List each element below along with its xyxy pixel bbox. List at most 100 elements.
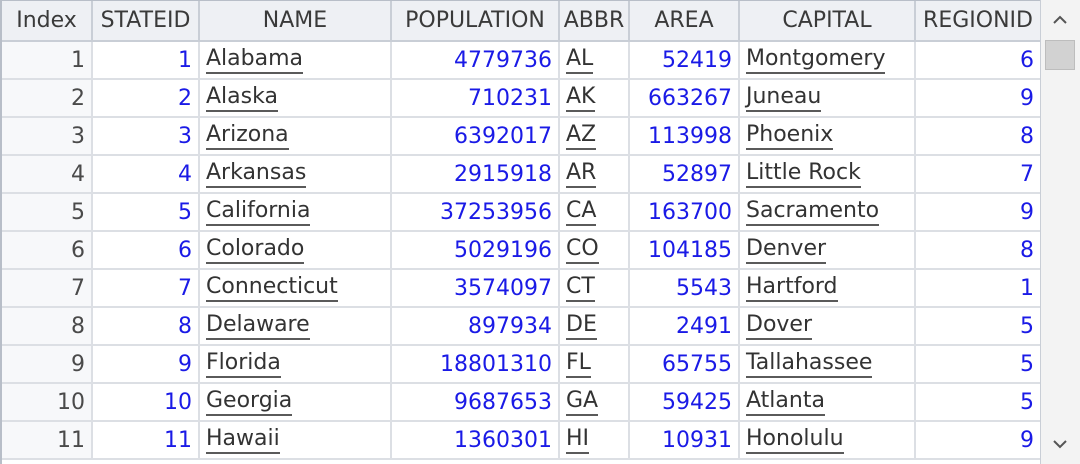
cell-index[interactable]: 5 bbox=[2, 193, 93, 232]
cell-area[interactable]: 663267 bbox=[629, 79, 740, 118]
scroll-up-button[interactable] bbox=[1043, 2, 1077, 36]
cell-regionid[interactable]: 7 bbox=[915, 155, 1040, 194]
table-row[interactable]: 3 3 Arizona 6392017 AZ 113998 Phoenix 8 bbox=[2, 117, 1040, 156]
cell-capital[interactable]: Dover bbox=[739, 307, 916, 346]
table-row[interactable]: 6 6 Colorado 5029196 CO 104185 Denver 8 bbox=[2, 231, 1040, 270]
cell-abbr[interactable]: HI bbox=[559, 421, 630, 460]
cell-area[interactable]: 52419 bbox=[629, 41, 740, 80]
cell-stateid[interactable]: 8 bbox=[92, 307, 200, 346]
column-header-population[interactable]: POPULATION bbox=[391, 1, 560, 42]
cell-capital[interactable]: Tallahassee bbox=[739, 345, 916, 384]
cell-stateid[interactable]: 3 bbox=[92, 117, 200, 156]
cell-area[interactable]: 113998 bbox=[629, 117, 740, 156]
table-row[interactable]: 5 5 California 37253956 CA 163700 Sacramento 9 bbox=[2, 193, 1040, 232]
cell-area[interactable]: 10931 bbox=[629, 421, 740, 460]
cell-name[interactable]: Alabama bbox=[199, 41, 392, 80]
cell-capital[interactable]: Hartford bbox=[739, 269, 916, 308]
scrollbar-thumb[interactable] bbox=[1045, 40, 1075, 70]
column-header-name[interactable]: NAME bbox=[199, 1, 392, 42]
cell-capital[interactable]: Atlanta bbox=[739, 383, 916, 422]
cell-regionid[interactable]: 5 bbox=[915, 307, 1040, 346]
cell-name[interactable]: California bbox=[199, 193, 392, 232]
cell-abbr[interactable]: AZ bbox=[559, 117, 630, 156]
cell-stateid[interactable]: 4 bbox=[92, 155, 200, 194]
cell-name[interactable]: Hawaii bbox=[199, 421, 392, 460]
table-row[interactable]: 10 10 Georgia 9687653 GA 59425 Atlanta 5 bbox=[2, 383, 1040, 422]
cell-abbr[interactable]: AL bbox=[559, 41, 630, 80]
cell-regionid[interactable]: 9 bbox=[915, 79, 1040, 118]
cell-capital[interactable]: Phoenix bbox=[739, 117, 916, 156]
cell-population[interactable]: 4779736 bbox=[391, 41, 560, 80]
cell-index[interactable]: 2 bbox=[2, 79, 93, 118]
table-row[interactable]: 9 9 Florida 18801310 FL 65755 Tallahassee 5 bbox=[2, 345, 1040, 384]
cell-abbr[interactable]: GA bbox=[559, 383, 630, 422]
column-header-area[interactable]: AREA bbox=[629, 1, 740, 42]
cell-regionid[interactable]: 8 bbox=[915, 231, 1040, 270]
column-header-index[interactable]: Index bbox=[2, 1, 93, 42]
cell-index[interactable]: 9 bbox=[2, 345, 93, 384]
cell-stateid[interactable]: 2 bbox=[92, 79, 200, 118]
cell-population[interactable]: 1360301 bbox=[391, 421, 560, 460]
cell-stateid[interactable]: 11 bbox=[92, 421, 200, 460]
cell-abbr[interactable]: AK bbox=[559, 79, 630, 118]
cell-abbr[interactable]: CA bbox=[559, 193, 630, 232]
cell-regionid[interactable]: 8 bbox=[915, 117, 1040, 156]
cell-abbr[interactable]: AR bbox=[559, 155, 630, 194]
cell-population[interactable]: 5029196 bbox=[391, 231, 560, 270]
cell-stateid[interactable]: 9 bbox=[92, 345, 200, 384]
cell-index[interactable]: 6 bbox=[2, 231, 93, 270]
cell-name[interactable]: Delaware bbox=[199, 307, 392, 346]
table-row[interactable]: 1 1 Alabama 4779736 AL 52419 Montgomery 6 bbox=[2, 41, 1040, 80]
table-row[interactable]: 7 7 Connecticut 3574097 CT 5543 Hartford 1 bbox=[2, 269, 1040, 308]
column-header-stateid[interactable]: STATEID bbox=[92, 1, 200, 42]
cell-area[interactable]: 52897 bbox=[629, 155, 740, 194]
cell-regionid[interactable]: 1 bbox=[915, 269, 1040, 308]
cell-population[interactable]: 3574097 bbox=[391, 269, 560, 308]
cell-population[interactable]: 710231 bbox=[391, 79, 560, 118]
table-row[interactable]: 11 11 Hawaii 1360301 HI 10931 Honolulu 9 bbox=[2, 421, 1040, 460]
cell-population[interactable]: 9687653 bbox=[391, 383, 560, 422]
cell-abbr[interactable]: DE bbox=[559, 307, 630, 346]
cell-stateid[interactable]: 6 bbox=[92, 231, 200, 270]
cell-area[interactable]: 104185 bbox=[629, 231, 740, 270]
cell-capital[interactable]: Little Rock bbox=[739, 155, 916, 194]
table-row[interactable]: 8 8 Delaware 897934 DE 2491 Dover 5 bbox=[2, 307, 1040, 346]
cell-name[interactable]: Arkansas bbox=[199, 155, 392, 194]
cell-name[interactable]: Colorado bbox=[199, 231, 392, 270]
cell-area[interactable]: 59425 bbox=[629, 383, 740, 422]
cell-name[interactable]: Connecticut bbox=[199, 269, 392, 308]
cell-population[interactable]: 37253956 bbox=[391, 193, 560, 232]
cell-index[interactable]: 4 bbox=[2, 155, 93, 194]
vertical-scrollbar[interactable] bbox=[1040, 0, 1080, 464]
cell-capital[interactable]: Sacramento bbox=[739, 193, 916, 232]
column-header-abbr[interactable]: ABBR bbox=[559, 1, 630, 42]
cell-area[interactable]: 65755 bbox=[629, 345, 740, 384]
cell-population[interactable]: 6392017 bbox=[391, 117, 560, 156]
cell-name[interactable]: Florida bbox=[199, 345, 392, 384]
cell-stateid[interactable]: 10 bbox=[92, 383, 200, 422]
cell-regionid[interactable]: 5 bbox=[915, 383, 1040, 422]
cell-index[interactable]: 7 bbox=[2, 269, 93, 308]
scroll-down-button[interactable] bbox=[1043, 426, 1077, 460]
cell-abbr[interactable]: FL bbox=[559, 345, 630, 384]
cell-capital[interactable]: Juneau bbox=[739, 79, 916, 118]
cell-stateid[interactable]: 7 bbox=[92, 269, 200, 308]
cell-regionid[interactable]: 5 bbox=[915, 345, 1040, 384]
column-header-regionid[interactable]: REGIONID bbox=[915, 1, 1040, 42]
cell-index[interactable]: 11 bbox=[2, 421, 93, 460]
cell-area[interactable]: 5543 bbox=[629, 269, 740, 308]
cell-stateid[interactable]: 5 bbox=[92, 193, 200, 232]
cell-regionid[interactable]: 9 bbox=[915, 421, 1040, 460]
cell-capital[interactable]: Honolulu bbox=[739, 421, 916, 460]
cell-population[interactable]: 18801310 bbox=[391, 345, 560, 384]
table-row[interactable]: 4 4 Arkansas 2915918 AR 52897 Little Rock 7 bbox=[2, 155, 1040, 194]
cell-population[interactable]: 2915918 bbox=[391, 155, 560, 194]
cell-stateid[interactable]: 1 bbox=[92, 41, 200, 80]
cell-area[interactable]: 163700 bbox=[629, 193, 740, 232]
column-header-capital[interactable]: CAPITAL bbox=[739, 1, 916, 42]
cell-name[interactable]: Georgia bbox=[199, 383, 392, 422]
table-row[interactable]: 2 2 Alaska 710231 AK 663267 Juneau 9 bbox=[2, 79, 1040, 118]
cell-index[interactable]: 8 bbox=[2, 307, 93, 346]
cell-regionid[interactable]: 6 bbox=[915, 41, 1040, 80]
cell-abbr[interactable]: CO bbox=[559, 231, 630, 270]
